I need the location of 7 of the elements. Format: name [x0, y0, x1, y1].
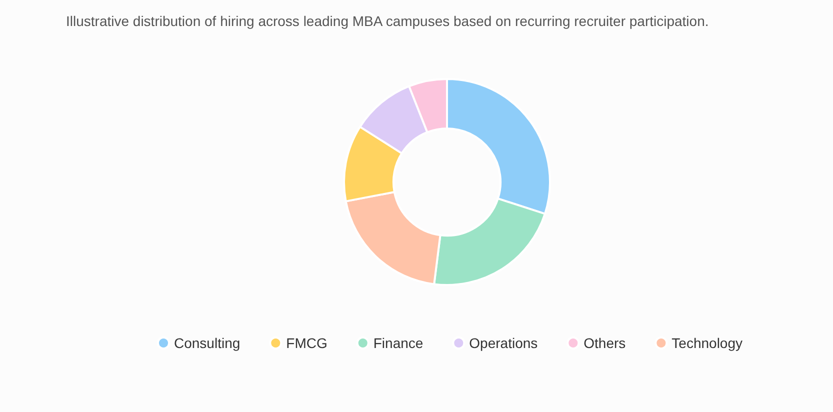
chart-title: Illustrative distribution of hiring across leading MBA campuses based on recurring recruiter participation. [66, 13, 709, 29]
legend-label: Technology [672, 335, 742, 351]
legend-label: Finance [373, 335, 424, 351]
legend-label: Consulting [174, 335, 240, 351]
legend-label: Others [584, 335, 626, 351]
legend-label: FMCG [286, 335, 328, 351]
legend-label: Operations [469, 335, 538, 351]
